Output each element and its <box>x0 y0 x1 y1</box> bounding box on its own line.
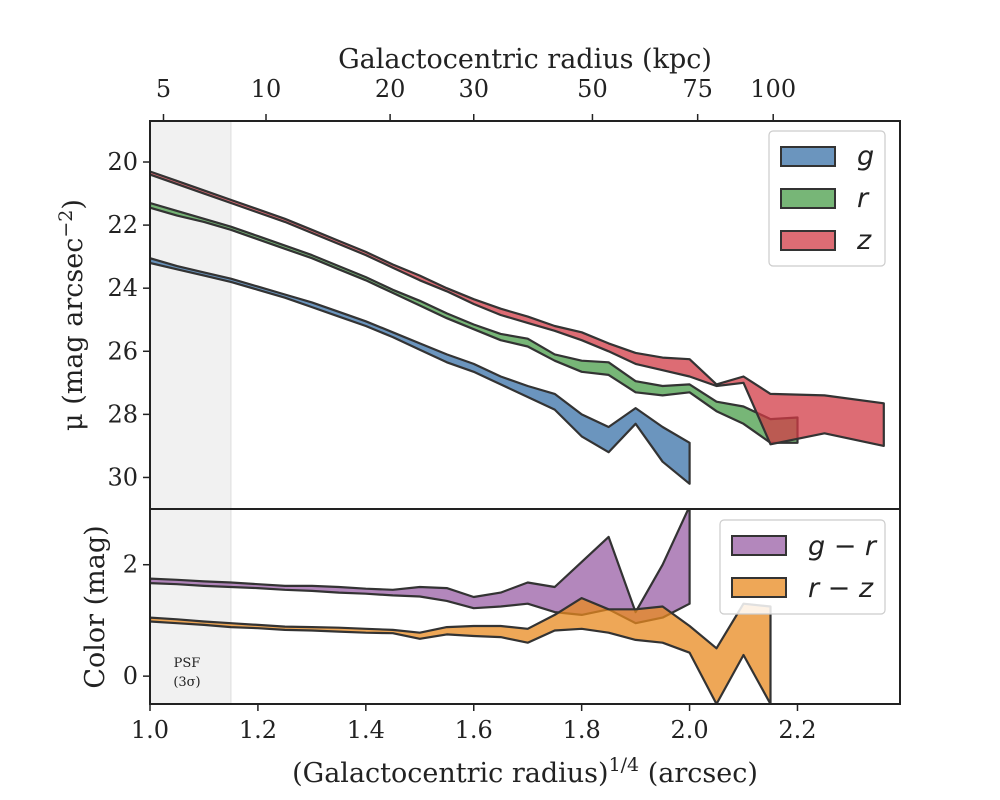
top-y-tick-label: 20 <box>107 148 138 176</box>
bottom-x-tick-label: 1.0 <box>131 716 169 744</box>
legend-swatch-r-minus-z <box>731 577 787 598</box>
top-x-axis-label: Galactocentric radius (kpc) <box>338 44 712 75</box>
top-panel-series <box>150 170 885 485</box>
bottom-x-tick-label: 2.0 <box>670 716 708 744</box>
top-x-tick-label: 5 <box>156 75 171 103</box>
top-y-axis-ticks: 20 22 24 26 28 30 <box>107 148 150 491</box>
series-band-g_minus_r <box>150 509 691 625</box>
legend-label-g-minus-r: g − r <box>808 531 878 562</box>
top-y-label-sup: −2 <box>55 210 77 238</box>
bottom-y-axis-label: Color (mag) <box>80 525 111 688</box>
legend-swatch-z <box>780 230 836 251</box>
series-band-z <box>150 170 885 447</box>
top-y-tick-label: 22 <box>107 211 138 239</box>
top-x-tick-label: 20 <box>375 75 406 103</box>
bottom-x-axis-ticks: 1.0 1.2 1.4 1.6 1.8 2.0 2.2 <box>131 704 817 744</box>
legend-label-r: r <box>857 183 870 214</box>
bottom-x-tick-label: 2.2 <box>778 716 816 744</box>
legend-swatch-g <box>780 146 836 167</box>
bottom-panel-series <box>150 509 772 704</box>
top-y-label-main: μ (mag arcsec <box>58 238 89 431</box>
bottom-x-axis-label: (Galactocentric radius)1/4 (arcsec) <box>292 754 758 789</box>
top-y-tick-label: 24 <box>107 274 138 302</box>
top-x-tick-label: 30 <box>458 75 489 103</box>
legend-label-r-minus-z: r − z <box>808 573 874 604</box>
top-y-label-end: ) <box>58 199 89 210</box>
series-band-r <box>150 201 799 444</box>
bottom-x-tick-label: 1.8 <box>563 716 601 744</box>
top-y-tick-label: 28 <box>107 400 138 428</box>
bottom-panel-frame <box>149 508 901 705</box>
legend-swatch-g-minus-r <box>731 535 787 556</box>
bottom-x-tick-label: 1.4 <box>347 716 385 744</box>
series-band-r_minus_z <box>150 597 772 704</box>
bottom-y-tick-label: 0 <box>123 662 138 690</box>
series-band-g <box>150 257 691 485</box>
bottom-x-tick-label: 1.6 <box>455 716 493 744</box>
legend-label-z: z <box>856 225 872 256</box>
top-x-tick-label: 75 <box>682 75 713 103</box>
legend-swatch-r <box>780 188 836 209</box>
top-y-axis-label: μ (mag arcsec−2) <box>55 199 89 431</box>
top-y-tick-label: 26 <box>107 337 138 365</box>
top-x-tick-label: 50 <box>577 75 608 103</box>
psf-region-bottom <box>149 508 232 705</box>
top-x-tick-label: 100 <box>750 75 796 103</box>
bottom-x-label-sup: 1/4 <box>609 754 640 776</box>
top-x-axis-ticks: 5 10 20 30 50 75 100 <box>156 75 796 121</box>
top-y-tick-label: 30 <box>107 463 138 491</box>
legend-label-g: g <box>857 141 874 172</box>
bottom-x-label-end: (arcsec) <box>639 758 758 789</box>
bottom-y-tick-label: 2 <box>123 551 138 579</box>
bottom-legend: g − r r − z <box>719 519 886 615</box>
bottom-x-label-main: (Galactocentric radius) <box>292 758 608 789</box>
top-legend: g r z <box>768 130 886 267</box>
top-x-tick-label: 10 <box>251 75 282 103</box>
bottom-y-axis-ticks: 02 <box>123 551 150 690</box>
bottom-x-tick-label: 1.2 <box>239 716 277 744</box>
psf-label-line2: (3σ) <box>173 675 200 690</box>
psf-label-line1: PSF <box>174 656 201 671</box>
